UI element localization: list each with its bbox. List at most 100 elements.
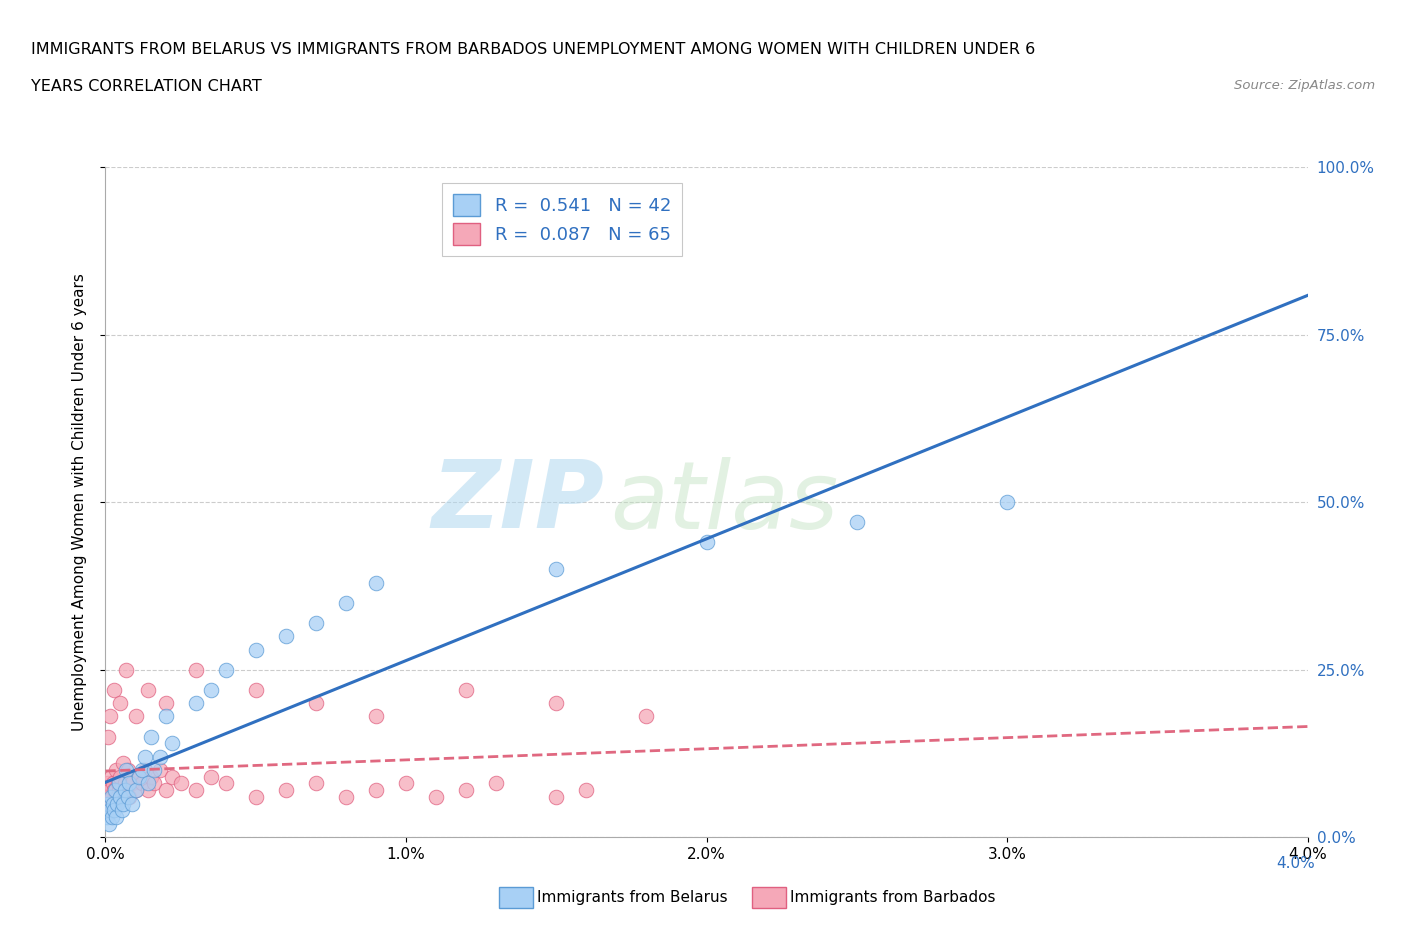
Point xyxy=(142,763,165,777)
Point xyxy=(245,790,267,804)
Point xyxy=(485,776,508,790)
Point xyxy=(103,683,125,698)
Point xyxy=(155,709,177,724)
Text: atlas: atlas xyxy=(610,457,838,548)
Point xyxy=(134,763,156,777)
Point xyxy=(110,696,132,711)
Point xyxy=(104,763,127,777)
Point xyxy=(139,729,162,744)
Point xyxy=(214,662,236,677)
Point xyxy=(104,783,127,798)
Text: IMMIGRANTS FROM BELARUS VS IMMIGRANTS FROM BARBADOS UNEMPLOYMENT AMONG WOMEN WIT: IMMIGRANTS FROM BELARUS VS IMMIGRANTS FR… xyxy=(31,42,1035,57)
Point xyxy=(335,595,357,610)
Point xyxy=(139,769,162,784)
Point xyxy=(96,803,118,817)
Text: Source: ZipAtlas.com: Source: ZipAtlas.com xyxy=(1234,79,1375,92)
Point xyxy=(200,769,222,784)
Point xyxy=(995,495,1018,510)
Point xyxy=(274,629,297,644)
Point xyxy=(148,750,170,764)
Point xyxy=(155,783,177,798)
Text: Immigrants from Belarus: Immigrants from Belarus xyxy=(537,890,728,905)
Point xyxy=(425,790,447,804)
Point xyxy=(169,776,191,790)
Point xyxy=(114,776,136,790)
Point xyxy=(160,736,183,751)
Point xyxy=(845,515,868,530)
Point xyxy=(98,709,121,724)
Point xyxy=(124,783,146,798)
Point xyxy=(546,790,568,804)
Point xyxy=(274,783,297,798)
Point xyxy=(96,790,118,804)
Point xyxy=(115,662,138,677)
Point xyxy=(121,776,143,790)
Point xyxy=(155,696,177,711)
Point xyxy=(100,790,122,804)
Point xyxy=(131,763,153,777)
Text: ZIP: ZIP xyxy=(432,457,605,548)
Point xyxy=(101,809,124,824)
Point xyxy=(136,683,159,698)
Point xyxy=(100,796,122,811)
Point xyxy=(305,696,328,711)
Point xyxy=(364,575,387,590)
Point xyxy=(104,809,127,824)
Y-axis label: Unemployment Among Women with Children Under 6 years: Unemployment Among Women with Children U… xyxy=(72,273,87,731)
Point xyxy=(100,769,122,784)
Point xyxy=(112,796,135,811)
Point xyxy=(115,783,138,798)
Point xyxy=(120,769,142,784)
Point xyxy=(364,709,387,724)
Point xyxy=(546,562,568,577)
Point xyxy=(128,769,150,784)
Point xyxy=(97,729,120,744)
Point xyxy=(108,776,131,790)
Point xyxy=(245,683,267,698)
Point xyxy=(107,796,129,811)
Point xyxy=(118,776,141,790)
Point xyxy=(98,803,121,817)
Point xyxy=(107,776,129,790)
Point xyxy=(103,783,125,798)
Point xyxy=(118,790,141,804)
Point xyxy=(98,817,121,831)
Point xyxy=(134,750,156,764)
Point xyxy=(96,809,118,824)
Point xyxy=(184,783,207,798)
Point xyxy=(114,783,136,798)
Text: 4.0%: 4.0% xyxy=(1275,856,1315,870)
Point xyxy=(395,776,418,790)
Point xyxy=(184,662,207,677)
Point xyxy=(108,783,131,798)
Point xyxy=(107,790,129,804)
Point xyxy=(124,709,146,724)
Legend: R =  0.541   N = 42, R =  0.087   N = 65: R = 0.541 N = 42, R = 0.087 N = 65 xyxy=(443,183,682,256)
Point xyxy=(184,696,207,711)
Point xyxy=(111,803,134,817)
Point xyxy=(124,783,146,798)
Point xyxy=(364,783,387,798)
Point xyxy=(98,783,121,798)
Point xyxy=(200,683,222,698)
Point xyxy=(101,796,124,811)
Point xyxy=(98,790,121,804)
Point xyxy=(454,783,477,798)
Point xyxy=(104,796,127,811)
Point xyxy=(117,790,139,804)
Point xyxy=(136,783,159,798)
Point xyxy=(214,776,236,790)
Point xyxy=(335,790,357,804)
Point xyxy=(131,776,153,790)
Point xyxy=(97,796,120,811)
Point xyxy=(101,776,124,790)
Point xyxy=(103,803,125,817)
Point xyxy=(111,790,134,804)
Point xyxy=(305,776,328,790)
Point xyxy=(696,535,718,550)
Point xyxy=(128,769,150,784)
Point xyxy=(110,769,132,784)
Point xyxy=(97,776,120,790)
Point xyxy=(117,763,139,777)
Point xyxy=(160,769,183,784)
